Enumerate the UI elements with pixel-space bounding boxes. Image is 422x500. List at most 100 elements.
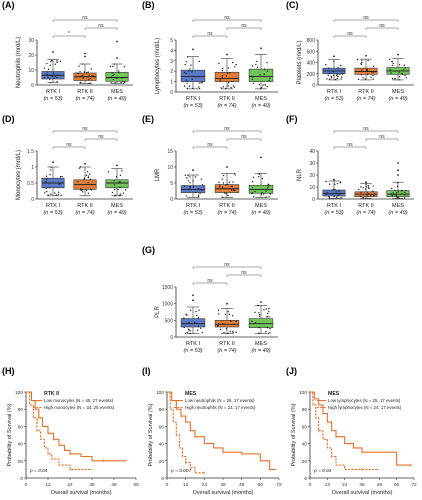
data-point [403,64,405,66]
x-tick-label: 48 [111,482,117,488]
data-point [57,191,60,194]
panel-label: (C) [286,0,299,10]
data-point [391,187,393,190]
significance-label: * [68,31,70,37]
group-label: RTK I [46,203,60,209]
data-point [118,182,120,184]
data-point [258,173,260,175]
y-tick-label: 800 [307,38,316,44]
data-point [362,187,364,189]
data-point [232,189,235,191]
data-point [124,81,126,83]
data-point [81,63,84,65]
data-point [110,76,113,78]
data-point [365,69,368,72]
data-point [119,186,121,189]
y-axis-label: Probability of Survival (%) [148,403,154,466]
group-label: RTK I [46,89,60,95]
y-tick-label: 10 [309,185,315,191]
data-point [230,87,232,89]
data-point [228,313,231,315]
data-point [264,84,266,86]
data-point [198,87,201,90]
x-tick-label: 36 [220,482,226,488]
group-label: RTK II [358,203,374,209]
data-point [111,72,113,74]
y-tick-label: 0 [170,197,173,203]
data-point [405,189,407,192]
significance-bracket [333,35,367,38]
significance-label: ns [347,31,353,37]
box-rtk-i [322,178,346,200]
outlier-point [116,164,118,167]
data-point [336,73,339,76]
group-label: RTK I [327,203,341,209]
data-point [82,77,85,79]
data-point [231,80,233,83]
data-point [364,188,367,190]
data-point [191,78,193,80]
boxplot-panel-3: (D) 0 0.5 1 1.5 Monocytes (mrd/L) RTK I(n = 53… [2,114,133,216]
data-point [187,174,189,177]
data-point [218,313,220,315]
data-point [185,195,187,197]
data-point [234,189,236,192]
data-point [194,191,197,194]
data-point [266,61,268,64]
significance-bracket [192,130,262,133]
data-point [80,81,82,84]
data-point [329,72,331,74]
data-point [360,186,362,188]
significance-bracket [226,27,262,30]
data-point [372,74,374,77]
significance-label: ns [241,270,247,276]
data-point [189,330,191,332]
y-tick-label: 60 [159,424,165,430]
panel-label: (E) [142,114,154,124]
box-rtk-i [41,161,65,197]
data-point [51,75,54,77]
data-point [194,176,197,178]
iqr-box [322,189,346,197]
data-point [227,194,229,197]
data-point [56,60,58,62]
outlier-point [397,162,399,164]
data-point [51,59,53,62]
data-point [268,307,270,310]
iqr-box [180,318,206,328]
data-point [189,309,192,312]
y-tick-label: 0.5 [27,181,34,187]
y-tick-label: 0 [31,83,34,89]
significance-label: ns [82,15,88,21]
data-point [268,310,270,313]
x-tick-label: 60 [258,482,264,488]
y-tick-label: 0 [31,197,34,203]
legend-entry: High monocytes (N = 34, 26 events) [44,405,115,410]
outlier-point [192,294,194,297]
panel-label: (G) [142,245,155,255]
data-point [253,196,255,198]
group-n-label: (n = 53) [183,210,202,216]
group-n-label: (n = 74) [356,96,375,102]
group-n-label: (n = 49) [251,348,270,354]
y-axis-label: Probability of Survival (%) [7,403,13,466]
y-tick-label: 80 [18,407,24,413]
data-point [390,193,393,195]
data-point [361,61,363,64]
group-n-label: (n = 49) [388,96,407,102]
data-point [360,74,363,76]
data-point [222,182,225,184]
iqr-box [248,318,274,328]
data-point [91,183,93,186]
data-point [201,82,203,84]
data-point [263,309,265,311]
group-n-label: (n = 49) [251,210,270,216]
data-point [189,182,191,184]
data-point [225,192,227,195]
y-tick-label: 20 [18,459,24,465]
data-point [405,77,407,79]
data-point [88,82,90,85]
x-tick-label: 0 [25,482,28,488]
data-point [189,176,191,178]
